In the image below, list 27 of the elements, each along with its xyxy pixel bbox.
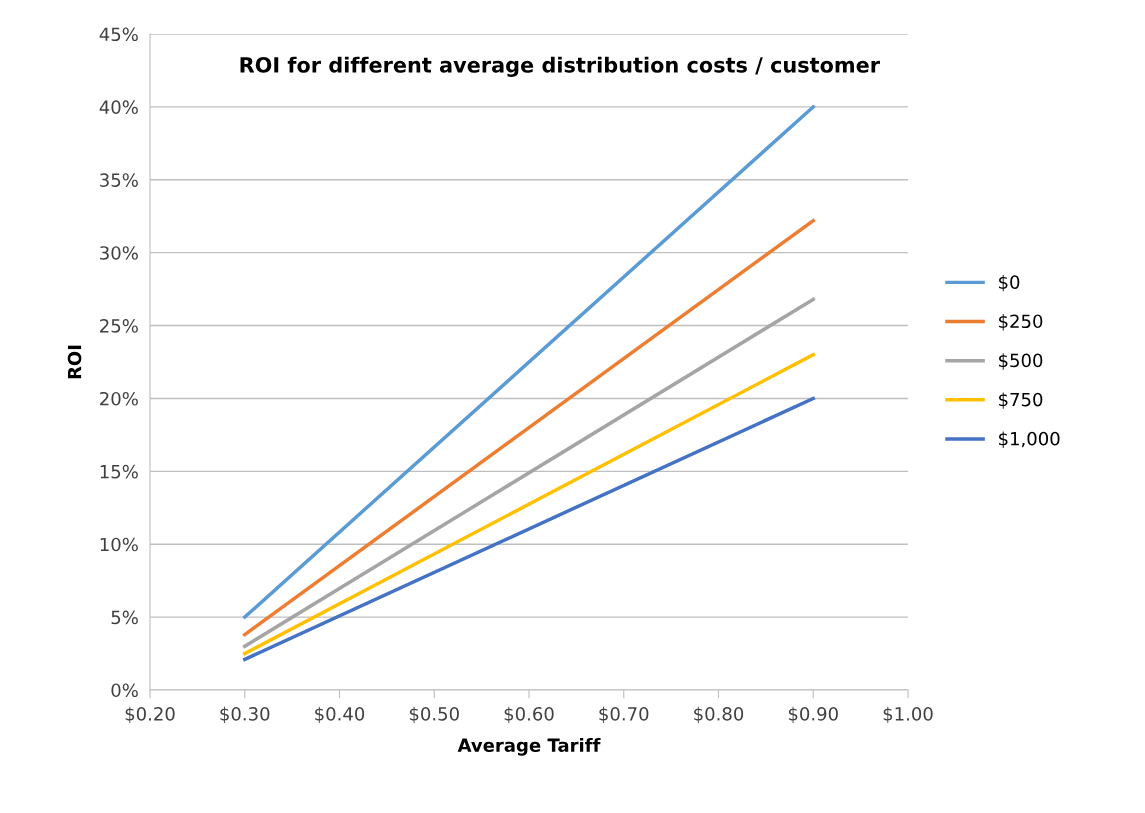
text: ROI for different average distribution costs / customer	[240, 56, 880, 77]
x-tick-label: $1.00	[883, 706, 933, 724]
y-tick-label: 5%	[111, 610, 138, 625]
legend-label: $0	[999, 274, 1020, 292]
y-tick-label: 20%	[100, 391, 138, 406]
y-tick-label: 40%	[99, 100, 138, 115]
y-tick-label: 10%	[100, 537, 138, 552]
legend-label: $250	[999, 314, 1043, 331]
legend-label: $750	[999, 392, 1043, 409]
x-axis-title: Average Tariff	[457, 738, 601, 756]
x-tick-label: $0.40	[315, 706, 365, 724]
y-tick-label: 30%	[100, 246, 138, 260]
y-tick-label: 15%	[100, 464, 138, 479]
y-tick-label: 35%	[100, 173, 138, 187]
y-axis-title: ROI	[67, 345, 82, 379]
x-tick-label: $0.20	[125, 706, 175, 724]
legend-label: $1,000	[999, 431, 1060, 448]
x-tick-label: $0.60	[504, 706, 554, 724]
x-tick-label: $0.80	[694, 706, 744, 724]
y-tick-label: 45%	[99, 27, 138, 42]
x-tick-label: $0.70	[599, 706, 649, 724]
legend-label: $500	[999, 353, 1043, 370]
y-tick-label: 0%	[111, 683, 138, 698]
y-tick-label: 25%	[100, 319, 138, 333]
x-tick-label: $0.50	[409, 706, 459, 724]
x-tick-label: $0.90	[788, 706, 838, 724]
x-tick-label: $0.30	[220, 706, 270, 724]
